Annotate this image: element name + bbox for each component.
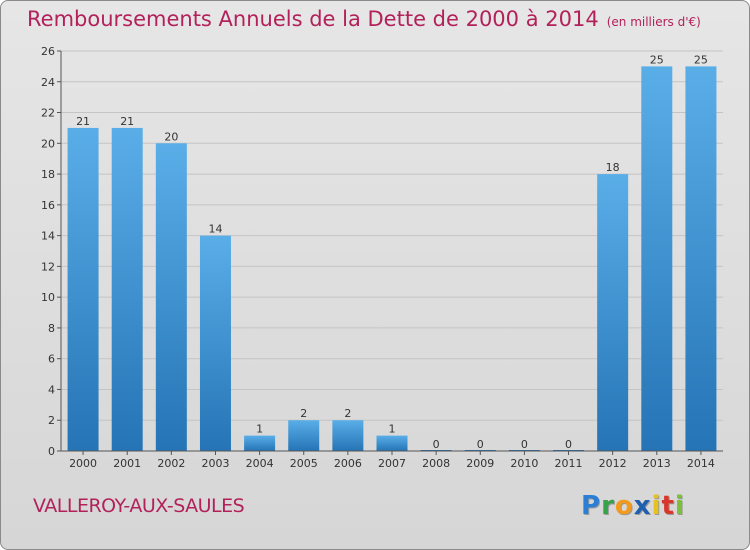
- x-tick-label: 2011: [555, 457, 583, 470]
- data-label: 2: [344, 407, 351, 420]
- x-tick-label: 2008: [422, 457, 450, 470]
- commune-name: VALLEROY-AUX-SAULES: [33, 495, 245, 517]
- data-label: 0: [565, 438, 572, 451]
- bar: [288, 420, 320, 451]
- x-tick-label: 2006: [334, 457, 362, 470]
- data-label: 25: [694, 53, 708, 66]
- bar: [376, 435, 408, 451]
- x-tick-label: 2007: [378, 457, 406, 470]
- x-tick-label: 2004: [246, 457, 274, 470]
- y-tick-label: 20: [41, 137, 55, 150]
- data-label: 18: [606, 161, 620, 174]
- bar: [155, 143, 187, 452]
- bar: [199, 235, 231, 451]
- data-label: 0: [433, 438, 440, 451]
- y-tick-label: 10: [41, 291, 55, 304]
- chart-title: Remboursements Annuels de la Dette de 20…: [27, 7, 701, 31]
- bar: [641, 66, 673, 451]
- data-label: 25: [650, 53, 664, 66]
- x-tick-label: 2000: [69, 457, 97, 470]
- y-tick-label: 6: [48, 353, 55, 366]
- x-tick-label: 2003: [201, 457, 229, 470]
- y-tick-label: 14: [41, 230, 55, 243]
- y-tick-label: 22: [41, 107, 55, 120]
- data-label: 1: [389, 423, 396, 436]
- y-tick-label: 12: [41, 260, 55, 273]
- x-tick-label: 2009: [466, 457, 494, 470]
- bar: [597, 174, 629, 452]
- x-tick-label: 2001: [113, 457, 141, 470]
- bar: [685, 66, 717, 451]
- data-label: 0: [521, 438, 528, 451]
- proxiti-logo[interactable]: Proxiti: [581, 491, 685, 521]
- y-tick-label: 8: [48, 322, 55, 335]
- x-tick-label: 2002: [157, 457, 185, 470]
- y-tick-label: 24: [41, 76, 55, 89]
- data-label: 1: [256, 423, 263, 436]
- y-tick-label: 18: [41, 168, 55, 181]
- data-label: 20: [164, 130, 178, 143]
- data-label: 0: [477, 438, 484, 451]
- y-tick-label: 0: [48, 445, 55, 458]
- y-tick-label: 2: [48, 414, 55, 427]
- y-tick-label: 16: [41, 199, 55, 212]
- bar: [111, 127, 143, 451]
- y-tick-label: 4: [48, 383, 55, 396]
- unit-label: (en milliers d'€): [606, 15, 701, 29]
- x-tick-label: 2013: [643, 457, 671, 470]
- x-tick-label: 2012: [599, 457, 627, 470]
- x-tick-label: 2005: [290, 457, 318, 470]
- data-label: 21: [76, 115, 90, 128]
- data-label: 14: [208, 223, 222, 236]
- x-tick-label: 2010: [510, 457, 538, 470]
- bar: [244, 435, 276, 451]
- chart-title-text: Remboursements Annuels de la Dette de 20…: [27, 7, 599, 31]
- bar: [67, 127, 99, 451]
- y-tick-label: 26: [41, 45, 55, 58]
- data-label: 2: [300, 407, 307, 420]
- x-tick-label: 2014: [687, 457, 715, 470]
- data-label: 21: [120, 115, 134, 128]
- bar: [332, 420, 364, 451]
- x-axis: 2000 2001 2002 2003 2004 2005 2006 2007 2008 2009…: [61, 450, 723, 470]
